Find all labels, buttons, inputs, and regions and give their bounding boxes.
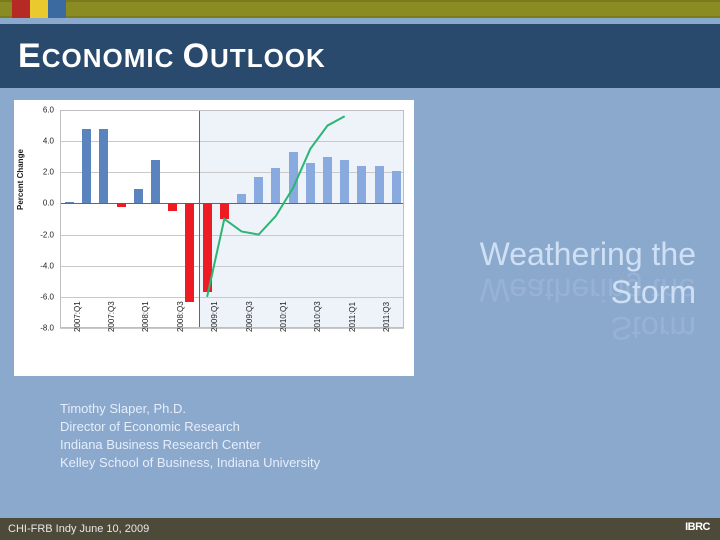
- x-tick-label: 2010:Q1: [279, 301, 288, 332]
- subtitle-text-1: Weathering the: [480, 236, 696, 272]
- y-tick-label: -6.0: [40, 292, 54, 301]
- title-cap-2: O: [183, 37, 210, 75]
- top-accent-strip: [0, 0, 720, 18]
- title-band: ECONOMIC OUTLOOK: [0, 24, 720, 88]
- footer-logo: IBRC: [685, 521, 710, 533]
- subtitle-text-2: Storm: [611, 274, 696, 310]
- y-tick-label: -4.0: [40, 261, 54, 270]
- slide-root: ECONOMIC OUTLOOK Weathering the Weatheri…: [0, 0, 720, 540]
- author-org: Indiana Business Research Center: [60, 436, 320, 454]
- footer-text: CHI-FRB Indy June 10, 2009: [8, 523, 149, 535]
- author-role: Director of Economic Research: [60, 418, 320, 436]
- accent-square-blue: [48, 0, 66, 18]
- title-rest-2: UTLOOK: [210, 43, 326, 73]
- x-tick-label: 2011:Q3: [382, 302, 391, 332]
- x-tick-label: 2007:Q1: [73, 301, 82, 332]
- x-tick-label: 2010:Q3: [313, 301, 322, 332]
- footer-bar: CHI-FRB Indy June 10, 2009 IBRC: [0, 518, 720, 540]
- x-tick-label: 2011:Q1: [348, 302, 357, 332]
- subtitle-line2: Storm Storm: [480, 274, 696, 310]
- title-cap-1: E: [18, 37, 42, 75]
- y-tick-label: 2.0: [43, 168, 54, 177]
- x-tick-label: 2007:Q3: [107, 301, 116, 332]
- author-block: Timothy Slaper, Ph.D. Director of Econom…: [60, 400, 320, 472]
- x-tick-label: 2008:Q3: [176, 301, 185, 332]
- y-tick-label: 6.0: [43, 106, 54, 115]
- author-school: Kelley School of Business, Indiana Unive…: [60, 454, 320, 472]
- line-series: [60, 110, 404, 328]
- page-title: ECONOMIC OUTLOOK: [18, 37, 326, 76]
- chart-container: Percent Change 6.04.02.00.0-2.0-4.0-6.0-…: [14, 100, 414, 376]
- author-name: Timothy Slaper, Ph.D.: [60, 400, 320, 418]
- x-tick-label: 2008:Q1: [141, 301, 150, 332]
- y-tick-label: -8.0: [40, 324, 54, 333]
- subtitle-line1: Weathering the Weathering the: [480, 236, 696, 272]
- chart-plot-area: 6.04.02.00.0-2.0-4.0-6.0-8.02007:Q12007:…: [60, 110, 404, 328]
- subtitle-reflection-2: Storm: [480, 310, 696, 346]
- y-axis-label: Percent Change: [16, 149, 25, 210]
- accent-square-yellow: [30, 0, 48, 18]
- x-tick-label: 2009:Q1: [210, 301, 219, 332]
- title-rest-1: CONOMIC: [42, 43, 183, 73]
- y-tick-label: -2.0: [40, 230, 54, 239]
- y-tick-label: 4.0: [43, 137, 54, 146]
- x-tick-label: 2009:Q3: [245, 301, 254, 332]
- strip-fill: [0, 2, 720, 16]
- accent-square-red: [12, 0, 30, 18]
- subtitle: Weathering the Weathering the Storm Stor…: [480, 236, 696, 310]
- y-tick-label: 0.0: [43, 199, 54, 208]
